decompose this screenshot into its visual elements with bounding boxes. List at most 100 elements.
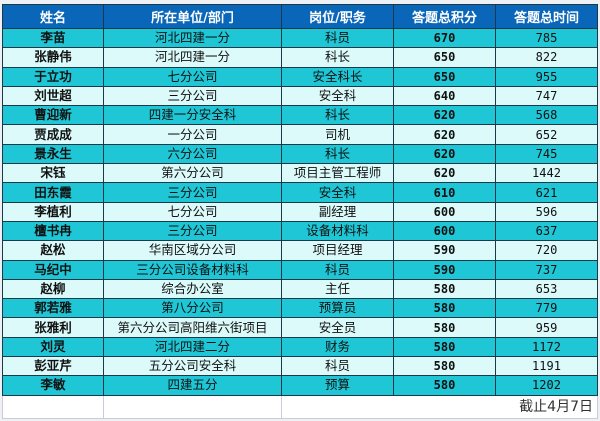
cell-score: 670 — [393, 27, 496, 49]
cell-score: 580 — [393, 317, 496, 338]
cell-pos: 主任 — [281, 278, 394, 300]
table-row: 刘世超 三分公司 安全科 640 747 — [2, 85, 598, 107]
table-row: 张静伟 河北四建一分 科长 650 822 — [2, 47, 598, 68]
cell-score: 650 — [393, 66, 496, 87]
cell-unit: 河北四建一分 — [103, 47, 282, 68]
cell-score: 620 — [393, 124, 496, 145]
cell-score: 580 — [393, 356, 496, 377]
header-position: 岗位/职务 — [281, 4, 394, 29]
cell-name: 景永生 — [2, 143, 104, 165]
cell-name: 贾成成 — [2, 124, 104, 145]
cell-unit: 三分公司 — [103, 85, 282, 107]
cell-name: 张静伟 — [2, 47, 104, 68]
cell-name: 李植利 — [2, 201, 104, 222]
cell-name: 李敏 — [2, 375, 104, 396]
cell-time: 779 — [495, 298, 598, 319]
cell-name: 曹迎新 — [2, 105, 104, 126]
cell-unit: 河北四建一分 — [103, 27, 282, 49]
cell-name: 马纪中 — [2, 259, 104, 280]
cell-unit: 一分公司 — [103, 124, 282, 145]
cell-time: 747 — [495, 85, 598, 107]
cell-pos: 项目经理 — [281, 240, 394, 261]
cell-time: 621 — [495, 182, 598, 203]
cell-time: 955 — [495, 66, 598, 87]
cell-name: 彭亚芹 — [2, 356, 104, 377]
cell-name: 郭若雅 — [2, 298, 104, 319]
cell-score: 580 — [393, 278, 496, 300]
cell-time: 637 — [495, 220, 598, 242]
cell-unit: 四建一分安全科 — [103, 105, 282, 126]
footer-row: 截止4月7日 — [2, 394, 598, 419]
ranking-table: 姓名 所在单位/部门 岗位/职务 答题总积分 答题总时间 李苗 河北四建一分 科员 6… — [2, 4, 598, 419]
cell-unit: 五分公司安全科 — [103, 356, 282, 377]
cell-name: 檀书冉 — [2, 220, 104, 242]
cell-pos: 项目主管工程师 — [281, 163, 394, 184]
cell-score: 600 — [393, 201, 496, 222]
cell-name: 赵柳 — [2, 278, 104, 300]
cell-time: 1442 — [495, 163, 598, 184]
cell-name: 田东霞 — [2, 182, 104, 203]
cell-time: 1202 — [495, 375, 598, 396]
header-time: 答题总时间 — [495, 4, 598, 29]
cell-pos: 安全科长 — [281, 66, 394, 87]
footer-note: 截止4月7日 — [281, 394, 598, 419]
table-row: 景永生 六分公司 科长 620 745 — [2, 143, 598, 165]
cell-pos: 安全员 — [281, 317, 394, 338]
header-unit: 所在单位/部门 — [103, 4, 282, 29]
cell-unit: 第八分公司 — [103, 298, 282, 319]
cell-time: 737 — [495, 259, 598, 280]
table-row: 李敏 四建五分 预算 580 1202 — [2, 375, 598, 396]
cell-pos: 预算 — [281, 375, 394, 396]
cell-name: 刘灵 — [2, 336, 104, 358]
cell-score: 590 — [393, 259, 496, 280]
cell-pos: 安全科 — [281, 85, 394, 107]
header-score: 答题总积分 — [393, 4, 496, 29]
cell-unit: 河北四建二分 — [103, 336, 282, 358]
cell-pos: 科长 — [281, 47, 394, 68]
cell-name: 刘世超 — [2, 85, 104, 107]
table-row: 曹迎新 四建一分安全科 科长 620 568 — [2, 105, 598, 126]
cell-time: 720 — [495, 240, 598, 261]
cell-time: 785 — [495, 27, 598, 49]
cell-time: 822 — [495, 47, 598, 68]
cell-unit: 华南区域分公司 — [103, 240, 282, 261]
cell-pos: 科长 — [281, 105, 394, 126]
cell-time: 1172 — [495, 336, 598, 358]
cell-unit: 第六分公司 — [103, 163, 282, 184]
cell-score: 620 — [393, 163, 496, 184]
table-row: 张雅利 第六分公司高阳维六街项目 安全员 580 959 — [2, 317, 598, 338]
empty-cell — [2, 394, 104, 419]
table-row: 彭亚芹 五分公司安全科 科员 580 1191 — [2, 356, 598, 377]
cell-time: 596 — [495, 201, 598, 222]
cell-pos: 科员 — [281, 259, 394, 280]
header-row: 姓名 所在单位/部门 岗位/职务 答题总积分 答题总时间 — [2, 4, 598, 29]
cell-score: 650 — [393, 47, 496, 68]
table-row: 马纪中 三分公司设备材料科 科员 590 737 — [2, 259, 598, 280]
cell-score: 590 — [393, 240, 496, 261]
cell-name: 李苗 — [2, 27, 104, 49]
cell-pos: 预算员 — [281, 298, 394, 319]
table-row: 赵松 华南区域分公司 项目经理 590 720 — [2, 240, 598, 261]
cell-unit: 第六分公司高阳维六街项目 — [103, 317, 282, 338]
cell-pos: 设备材料科 — [281, 220, 394, 242]
cell-score: 580 — [393, 298, 496, 319]
table-row: 田东霞 三分公司 安全科 610 621 — [2, 182, 598, 203]
cell-score: 580 — [393, 336, 496, 358]
cell-pos: 司机 — [281, 124, 394, 145]
cell-time: 959 — [495, 317, 598, 338]
cell-time: 652 — [495, 124, 598, 145]
cell-unit: 综合办公室 — [103, 278, 282, 300]
cell-unit: 七分公司 — [103, 66, 282, 87]
table-row: 李苗 河北四建一分 科员 670 785 — [2, 27, 598, 49]
cell-unit: 三分公司 — [103, 220, 282, 242]
table-row: 郭若雅 第八分公司 预算员 580 779 — [2, 298, 598, 319]
cell-unit: 四建五分 — [103, 375, 282, 396]
cell-score: 620 — [393, 105, 496, 126]
cell-score: 580 — [393, 375, 496, 396]
cell-unit: 三分公司 — [103, 182, 282, 203]
table-row: 贾成成 一分公司 司机 620 652 — [2, 124, 598, 145]
table-row: 于立功 七分公司 安全科长 650 955 — [2, 66, 598, 87]
cell-time: 653 — [495, 278, 598, 300]
cell-time: 1191 — [495, 356, 598, 377]
cell-unit: 六分公司 — [103, 143, 282, 165]
